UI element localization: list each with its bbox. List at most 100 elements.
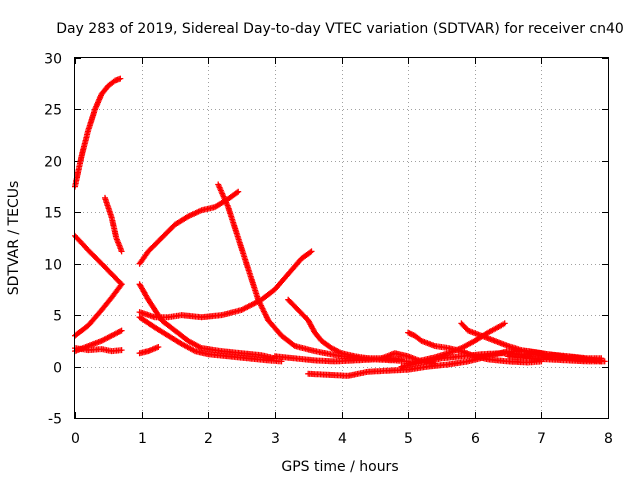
series-arc-17 <box>405 329 545 366</box>
data-point <box>155 344 162 350</box>
data-point <box>318 337 325 344</box>
x-tick-label: 2 <box>204 431 213 447</box>
data-point <box>136 281 143 288</box>
data-point <box>85 347 92 354</box>
data-point <box>378 355 385 362</box>
y-tick-label: -5 <box>48 412 62 428</box>
data-point <box>198 314 205 321</box>
data-point <box>165 314 172 321</box>
y-tick-labels: -5 0 5 10 15 20 25 30 <box>44 52 62 428</box>
data-point <box>85 322 92 329</box>
data-point <box>171 221 178 228</box>
y-tick-label: 25 <box>44 103 62 119</box>
data-point <box>136 350 143 357</box>
data-point <box>311 348 318 355</box>
data-point <box>205 351 212 358</box>
data-point <box>113 235 120 241</box>
data-point <box>465 358 472 365</box>
data-point <box>98 337 105 344</box>
data-point <box>418 337 425 344</box>
trail-marker <box>290 342 297 349</box>
trail-marker <box>307 249 314 256</box>
data-point <box>98 346 105 353</box>
data-point <box>345 372 352 379</box>
data-point <box>485 329 492 336</box>
data-point <box>405 353 412 360</box>
y-tick-label: 15 <box>44 206 62 222</box>
data-point <box>445 361 452 368</box>
data-point <box>365 368 372 375</box>
data-point <box>178 312 185 319</box>
data-point <box>185 337 192 344</box>
data-point <box>245 355 252 362</box>
x-tick-labels: 0 1 2 3 4 5 6 7 8 <box>71 431 613 447</box>
data-point <box>118 281 125 288</box>
data-point <box>308 248 315 255</box>
data-point <box>565 357 571 364</box>
data-point <box>585 358 591 365</box>
series-arc-08 <box>215 181 405 363</box>
data-point <box>85 247 92 254</box>
y-tick-label: 5 <box>53 309 62 325</box>
series-arc-10 <box>136 248 315 321</box>
data-point <box>351 357 358 364</box>
data-point <box>185 213 192 220</box>
data-point <box>371 356 378 363</box>
data-point <box>411 332 418 339</box>
data-point <box>78 152 85 159</box>
series-arc-21 <box>505 353 608 365</box>
data-point <box>398 363 405 370</box>
series-arc-11 <box>136 314 285 365</box>
data-series <box>72 75 608 379</box>
data-point <box>151 324 158 331</box>
trail-marker <box>234 189 240 196</box>
data-point <box>491 337 498 344</box>
series-arc-01 <box>72 75 124 190</box>
data-point <box>218 312 225 319</box>
data-point <box>118 347 125 354</box>
data-point <box>215 181 222 188</box>
x-tick-label: 6 <box>471 431 480 447</box>
data-point <box>505 358 512 365</box>
data-point <box>431 343 438 349</box>
data-point <box>85 127 92 133</box>
x-tick-label: 8 <box>604 431 613 447</box>
data-point <box>601 358 608 365</box>
y-tick-label: 30 <box>44 52 62 68</box>
data-point <box>235 235 242 241</box>
data-point <box>391 350 398 357</box>
data-point <box>458 320 465 327</box>
data-point <box>498 350 505 357</box>
x-tick-label: 4 <box>338 431 347 447</box>
data-point <box>117 75 124 82</box>
data-point <box>108 348 115 355</box>
data-point <box>158 235 165 241</box>
data-point <box>136 314 143 321</box>
data-point <box>235 188 242 195</box>
data-point <box>325 371 332 378</box>
data-point <box>238 307 245 313</box>
data-point <box>505 343 512 349</box>
chart-title: Day 283 of 2019, Sidereal Day-to-day VTE… <box>56 21 624 37</box>
data-point <box>118 248 125 255</box>
data-point <box>471 337 478 344</box>
data-point <box>108 332 115 339</box>
data-point <box>285 296 292 303</box>
data-point <box>136 260 143 267</box>
data-point <box>211 204 218 211</box>
data-point <box>295 307 302 313</box>
data-point <box>298 255 305 262</box>
series-arc-09 <box>136 281 278 362</box>
data-point <box>245 265 252 272</box>
data-point <box>311 329 318 336</box>
y-tick-label: 10 <box>44 258 62 274</box>
data-point <box>385 367 392 374</box>
data-point <box>445 345 452 352</box>
grid <box>75 58 608 418</box>
data-point <box>198 207 205 214</box>
data-point <box>118 327 125 334</box>
data-point <box>145 296 152 303</box>
y-tick-label: 0 <box>53 361 62 377</box>
data-point <box>271 286 278 293</box>
